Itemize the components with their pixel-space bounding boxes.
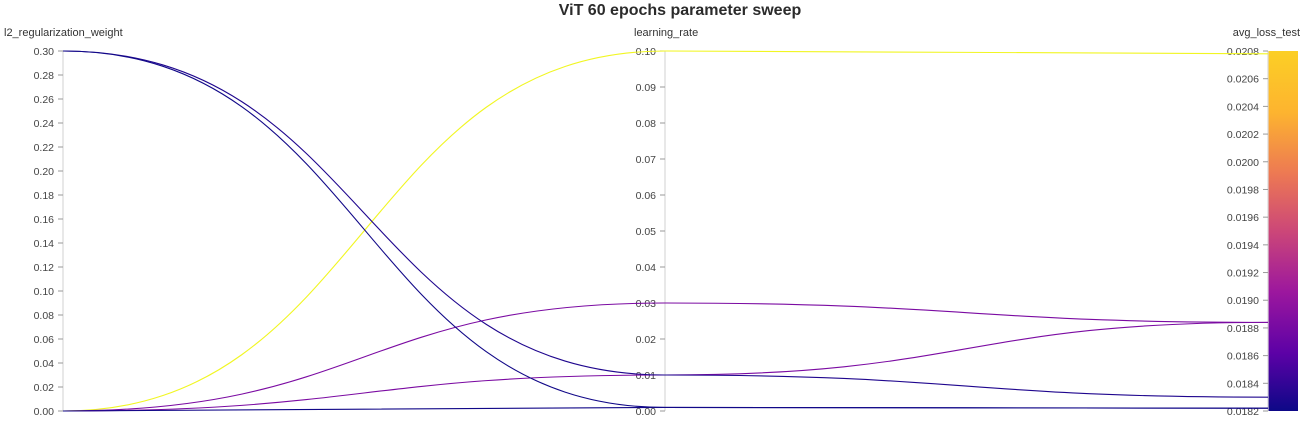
tick-label: 0.10 <box>34 286 55 298</box>
series-line-4 <box>62 50 1269 398</box>
tick-label: 0.02 <box>636 334 657 346</box>
lines-layer <box>62 50 1269 412</box>
tick-label: 0.07 <box>636 154 657 166</box>
tick-label: 0.0194 <box>1227 240 1259 252</box>
tick-label: 0.0182 <box>1227 406 1259 418</box>
tick-label: 0.03 <box>636 298 657 310</box>
series-line-0 <box>62 50 1269 412</box>
tick-label: 0.06 <box>34 334 55 346</box>
tick-label: 0.0196 <box>1227 212 1259 224</box>
tick-label: 0.18 <box>34 190 55 202</box>
series-line-5 <box>62 50 1269 409</box>
tick-label: 0.0206 <box>1227 74 1259 86</box>
chart-title: ViT 60 epochs parameter sweep <box>559 2 802 19</box>
tick-label: 0.0186 <box>1227 351 1259 363</box>
tick-label: 0.06 <box>636 190 657 202</box>
tick-label: 0.22 <box>34 142 55 154</box>
tick-label: 0.08 <box>636 118 657 130</box>
tick-label: 0.0202 <box>1227 129 1259 141</box>
series-line-1 <box>62 302 1269 412</box>
tick-label: 0.01 <box>636 370 657 382</box>
tick-label: 0.04 <box>34 358 55 370</box>
tick-label: 0.02 <box>34 382 55 394</box>
tick-label: 0.05 <box>636 226 657 238</box>
tick-label: 0.28 <box>34 70 55 82</box>
axis-title-2: avg_loss_test <box>1233 27 1300 39</box>
tick-label: 0.00 <box>34 406 55 418</box>
axis-title-0: l2_regularization_weight <box>4 27 123 39</box>
tick-label: 0.12 <box>34 262 55 274</box>
tick-label: 0.0198 <box>1227 184 1259 196</box>
tick-label: 0.0200 <box>1227 157 1259 169</box>
tick-label: 0.26 <box>34 94 55 106</box>
tick-label: 0.04 <box>636 262 657 274</box>
tick-label: 0.14 <box>34 238 55 250</box>
colorbar <box>1268 51 1298 411</box>
axes-layer: l2_regularization_weight 0.00 0.02 0.04 0.06… <box>4 27 1300 418</box>
tick-label: 0.30 <box>34 46 55 58</box>
tick-label: 0.08 <box>34 310 55 322</box>
tick-label: 0.0204 <box>1227 101 1259 113</box>
tick-label: 0.0184 <box>1227 378 1259 390</box>
tick-label: 0.20 <box>34 166 55 178</box>
tick-label: 0.0188 <box>1227 323 1259 335</box>
tick-label: 0.0190 <box>1227 295 1259 307</box>
tick-label: 0.0208 <box>1227 46 1259 58</box>
tick-label: 0.00 <box>636 406 657 418</box>
tick-label: 0.09 <box>636 82 657 94</box>
tick-label: 0.0192 <box>1227 268 1259 280</box>
tick-label: 0.16 <box>34 214 55 226</box>
axis-title-1: learning_rate <box>634 27 698 39</box>
tick-label: 0.24 <box>34 118 55 130</box>
